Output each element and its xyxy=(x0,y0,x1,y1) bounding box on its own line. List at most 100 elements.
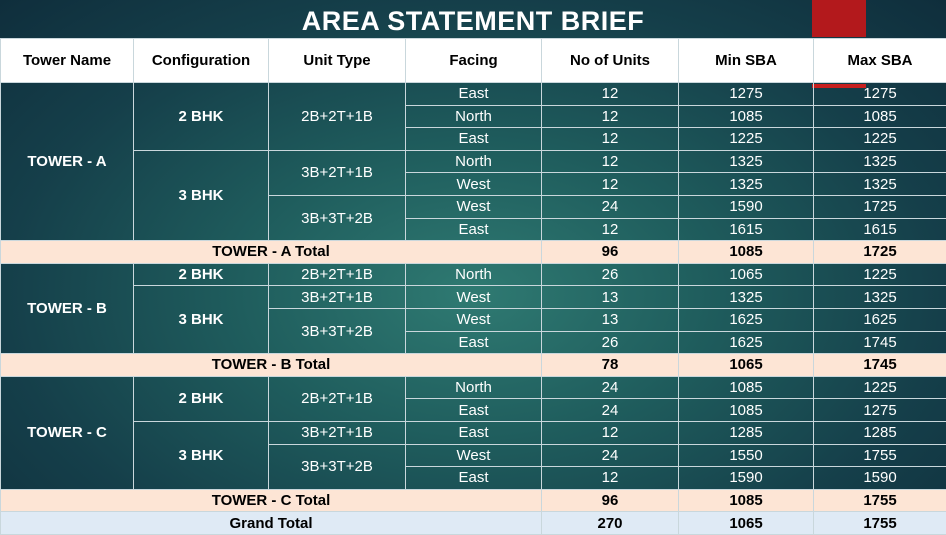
max-sba-cell: 1085 xyxy=(814,105,946,128)
units-cell: 12 xyxy=(542,128,679,151)
units-cell: 96 xyxy=(542,489,679,512)
max-sba-cell: 1755 xyxy=(814,489,946,512)
max-sba-cell: 1590 xyxy=(814,467,946,490)
units-cell: 12 xyxy=(542,218,679,241)
configuration-cell: 2 BHK xyxy=(134,83,269,151)
min-sba-cell: 1085 xyxy=(679,241,814,264)
facing-cell: West xyxy=(406,286,542,309)
max-sba-cell: 1755 xyxy=(814,512,946,535)
facing-cell: North xyxy=(406,105,542,128)
table-row: TOWER - B 2 BHK 2B+2T+1B North 26 1065 1… xyxy=(1,263,946,286)
tower-total-label: TOWER - A Total xyxy=(1,241,542,264)
min-sba-cell: 1625 xyxy=(679,331,814,354)
table-row: 3 BHK 3B+2T+1B West 13 1325 1325 xyxy=(1,286,946,309)
facing-cell: East xyxy=(406,421,542,444)
units-cell: 12 xyxy=(542,150,679,173)
units-cell: 13 xyxy=(542,286,679,309)
tower-total-row: TOWER - A Total 96 1085 1725 xyxy=(1,241,946,264)
max-sba-cell: 1325 xyxy=(814,150,946,173)
facing-cell: East xyxy=(406,83,542,106)
tower-name-cell: TOWER - C xyxy=(1,376,134,489)
min-sba-cell: 1550 xyxy=(679,444,814,467)
configuration-cell: 2 BHK xyxy=(134,376,269,421)
configuration-cell: 3 BHK xyxy=(134,421,269,489)
facing-cell: East xyxy=(406,128,542,151)
configuration-cell: 3 BHK xyxy=(134,150,269,240)
facing-cell: North xyxy=(406,376,542,399)
grand-total-label: Grand Total xyxy=(1,512,542,535)
units-cell: 24 xyxy=(542,399,679,422)
min-sba-cell: 1275 xyxy=(679,83,814,106)
tower-total-label: TOWER - B Total xyxy=(1,354,542,377)
min-sba-cell: 1085 xyxy=(679,399,814,422)
units-cell: 26 xyxy=(542,263,679,286)
min-sba-cell: 1325 xyxy=(679,173,814,196)
max-sba-cell: 1325 xyxy=(814,286,946,309)
unit-type-cell: 2B+2T+1B xyxy=(269,263,406,286)
max-sba-cell: 1755 xyxy=(814,444,946,467)
facing-cell: North xyxy=(406,263,542,286)
header-configuration: Configuration xyxy=(134,39,269,83)
min-sba-cell: 1590 xyxy=(679,467,814,490)
min-sba-cell: 1590 xyxy=(679,195,814,218)
configuration-cell: 3 BHK xyxy=(134,286,269,354)
max-sba-cell: 1625 xyxy=(814,308,946,331)
min-sba-cell: 1085 xyxy=(679,376,814,399)
table-row: TOWER - A 2 BHK 2B+2T+1B East 12 1275 12… xyxy=(1,83,946,106)
facing-cell: West xyxy=(406,173,542,196)
max-sba-cell: 1325 xyxy=(814,173,946,196)
facing-cell: West xyxy=(406,444,542,467)
max-sba-cell: 1725 xyxy=(814,195,946,218)
table-row: TOWER - C 2 BHK 2B+2T+1B North 24 1085 1… xyxy=(1,376,946,399)
grand-total-row: Grand Total 270 1065 1755 xyxy=(1,512,946,535)
unit-type-cell: 3B+2T+1B xyxy=(269,150,406,195)
min-sba-cell: 1085 xyxy=(679,489,814,512)
facing-cell: West xyxy=(406,195,542,218)
header-tower-name: Tower Name xyxy=(1,39,134,83)
unit-type-cell: 3B+3T+2B xyxy=(269,444,406,489)
unit-type-cell: 3B+2T+1B xyxy=(269,421,406,444)
units-cell: 24 xyxy=(542,444,679,467)
units-cell: 13 xyxy=(542,308,679,331)
max-sba-cell: 1725 xyxy=(814,241,946,264)
tower-total-row: TOWER - C Total 96 1085 1755 xyxy=(1,489,946,512)
min-sba-cell: 1285 xyxy=(679,421,814,444)
units-cell: 26 xyxy=(542,331,679,354)
max-sba-cell: 1285 xyxy=(814,421,946,444)
units-cell: 24 xyxy=(542,376,679,399)
units-cell: 270 xyxy=(542,512,679,535)
units-cell: 12 xyxy=(542,83,679,106)
units-cell: 24 xyxy=(542,195,679,218)
min-sba-cell: 1325 xyxy=(679,150,814,173)
header-no-of-units: No of Units xyxy=(542,39,679,83)
units-cell: 12 xyxy=(542,421,679,444)
header-min-sba: Min SBA xyxy=(679,39,814,83)
unit-type-cell: 2B+2T+1B xyxy=(269,83,406,151)
units-cell: 78 xyxy=(542,354,679,377)
tower-name-cell: TOWER - B xyxy=(1,263,134,353)
min-sba-cell: 1225 xyxy=(679,128,814,151)
min-sba-cell: 1065 xyxy=(679,354,814,377)
area-statement-table: Tower Name Configuration Unit Type Facin… xyxy=(0,38,946,535)
max-sba-cell: 1225 xyxy=(814,128,946,151)
max-sba-cell: 1225 xyxy=(814,376,946,399)
units-cell: 12 xyxy=(542,173,679,196)
facing-cell: East xyxy=(406,218,542,241)
table-row: 3 BHK 3B+2T+1B East 12 1285 1285 xyxy=(1,421,946,444)
unit-type-cell: 3B+3T+2B xyxy=(269,308,406,353)
header-row: Tower Name Configuration Unit Type Facin… xyxy=(1,39,946,83)
configuration-cell: 2 BHK xyxy=(134,263,269,286)
units-cell: 12 xyxy=(542,105,679,128)
table-row: 3 BHK 3B+2T+1B North 12 1325 1325 xyxy=(1,150,946,173)
max-sba-cell: 1745 xyxy=(814,331,946,354)
tower-total-row: TOWER - B Total 78 1065 1745 xyxy=(1,354,946,377)
header-max-sba: Max SBA xyxy=(814,39,946,83)
min-sba-cell: 1065 xyxy=(679,263,814,286)
max-sba-cell: 1615 xyxy=(814,218,946,241)
red-accent-block xyxy=(812,0,866,37)
units-cell: 12 xyxy=(542,467,679,490)
unit-type-cell: 2B+2T+1B xyxy=(269,376,406,421)
page-title: AREA STATEMENT BRIEF xyxy=(0,3,946,37)
unit-type-cell: 3B+3T+2B xyxy=(269,195,406,240)
min-sba-cell: 1065 xyxy=(679,512,814,535)
